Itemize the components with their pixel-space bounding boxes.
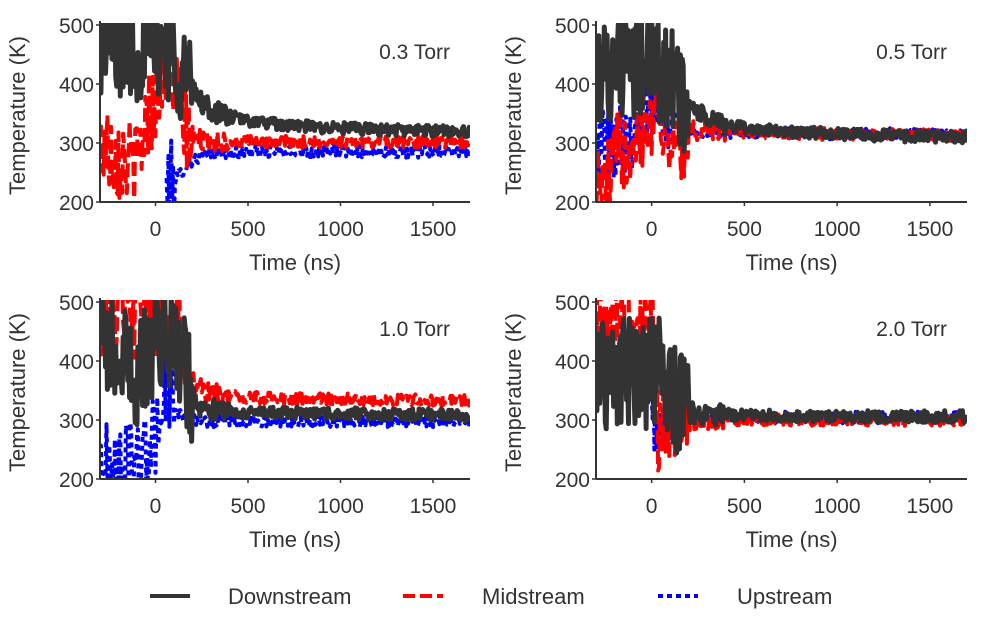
series-group [100,300,470,479]
y-axis-title: Temperature (K) [5,36,30,195]
series-line-upstream [164,138,470,202]
y-tick-label: 200 [555,192,590,215]
x-tick-label: 1000 [317,495,364,518]
y-tick-label: 400 [555,74,590,97]
y-axis-title: Temperature (K) [501,36,526,195]
panel-4: 0 500 1000 1500 200 300 400 500 Time (ns) Tempera… [501,292,967,552]
series-group [100,23,470,202]
y-tick-label: 500 [555,15,590,38]
series-line-midstream [100,26,470,202]
y-tick-label: 500 [59,15,94,38]
series-line-downstream [100,300,470,444]
panels: 0 500 1000 1500 200 300 400 500 Time (ns) Tempera… [5,15,967,552]
y-tick-label: 300 [59,410,94,433]
series-group [596,23,967,202]
panel-label: 2.0 Torr [876,318,947,341]
x-tick-label: 1000 [317,218,364,241]
legend-item-upstream: Upstream [658,584,832,609]
legend-label-downstream: Downstream [228,584,351,609]
y-tick-label: 200 [555,469,590,492]
y-tick-label: 200 [59,192,94,215]
y-tick-label: 500 [59,292,94,315]
y-tick-label: 400 [59,351,94,374]
panel-2: 0 500 1000 1500 200 300 400 500 Time (ns) Tempera… [501,15,967,275]
x-tick-label: 1500 [410,495,457,518]
x-tick-label: 1000 [814,218,861,241]
series-line-downstream [596,315,967,456]
y-tick-label: 500 [555,292,590,315]
x-tick-label: 0 [150,495,162,518]
x-tick-label: 500 [230,495,265,518]
legend-label-midstream: Midstream [482,584,585,609]
x-tick-label: 1500 [907,495,954,518]
series-group [596,300,967,473]
x-tick-label: 0 [150,218,162,241]
x-axis-title: Time (ns) [249,527,341,552]
series-line-midstream [596,300,967,473]
panel-1: 0 500 1000 1500 200 300 400 500 Time (ns) Tempera… [5,15,470,275]
legend: Downstream Midstream Upstream [150,584,832,609]
y-tick-label: 300 [59,133,94,156]
y-tick-label: 400 [59,74,94,97]
panel-label: 0.3 Torr [379,41,450,64]
series-line-midstream [596,80,967,202]
panel-label: 0.5 Torr [876,41,947,64]
x-axis-title: Time (ns) [745,527,837,552]
legend-item-midstream: Midstream [403,584,585,609]
panel-label: 1.0 Torr [379,318,450,341]
x-tick-label: 0 [646,495,658,518]
y-axis-title: Temperature (K) [5,313,30,472]
y-tick-label: 400 [555,351,590,374]
series-line-upstream [100,351,470,479]
legend-label-upstream: Upstream [737,584,832,609]
series-line-downstream [596,23,967,154]
x-tick-label: 1500 [410,218,457,241]
x-axis-title: Time (ns) [249,250,341,275]
x-tick-label: 500 [727,218,762,241]
legend-item-downstream: Downstream [150,584,351,609]
x-tick-label: 0 [646,218,658,241]
x-tick-label: 500 [727,495,762,518]
x-axis-title: Time (ns) [745,250,837,275]
x-tick-label: 1000 [814,495,861,518]
x-tick-label: 500 [230,218,265,241]
y-tick-label: 300 [555,410,590,433]
y-axis-title: Temperature (K) [501,313,526,472]
panel-3: 0 500 1000 1500 200 300 400 500 Time (ns) Tempera… [5,292,470,552]
y-tick-label: 300 [555,133,590,156]
y-tick-label: 200 [59,469,94,492]
x-tick-label: 1500 [907,218,954,241]
series-line-downstream [100,23,470,140]
